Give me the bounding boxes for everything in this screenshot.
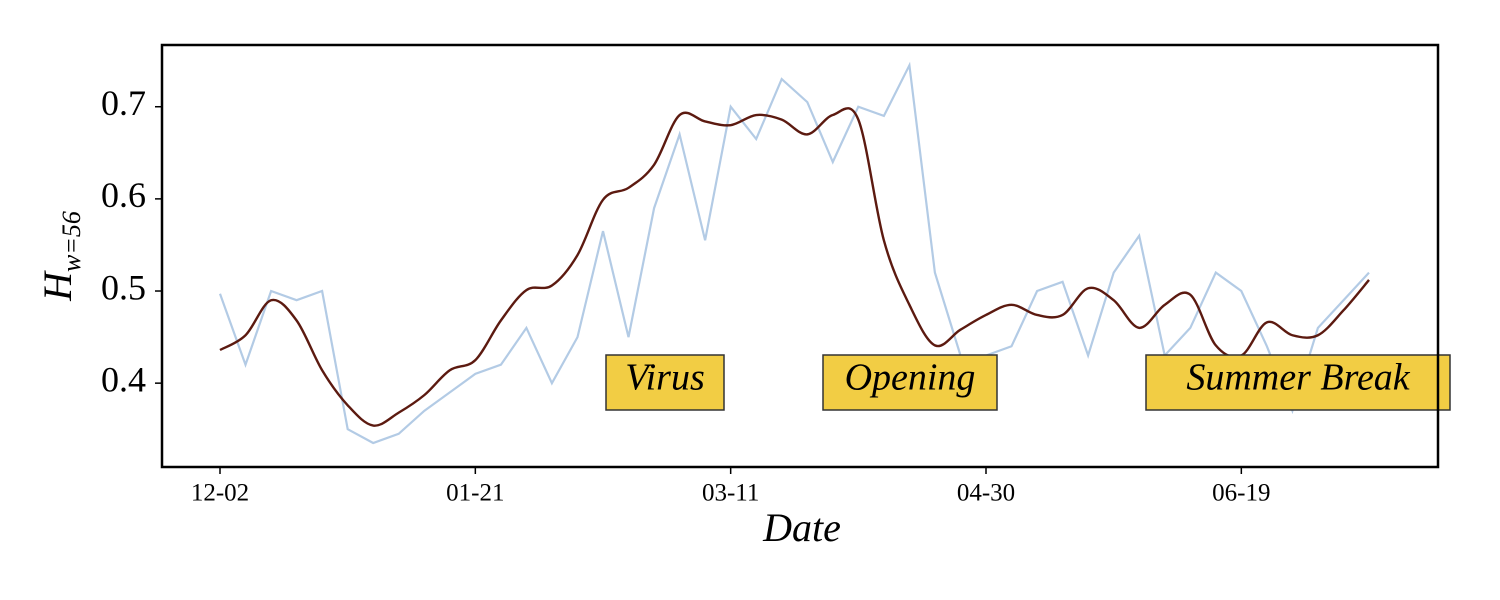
y-tick-label: 0.7 [101, 83, 146, 123]
plot-frame [160, 43, 1440, 469]
y-tick-label: 0.6 [101, 175, 146, 215]
y-axis-label: Hw=56 [35, 211, 86, 302]
y-label-main: H [35, 270, 80, 302]
annotation-box [822, 354, 998, 411]
annotation-text: Virus [625, 357, 705, 399]
x-tick-label: 06-19 [1212, 480, 1270, 507]
line-series [219, 107, 1370, 427]
line-series [218, 61, 1370, 445]
y-axis-label-base: Hw=56 [35, 211, 86, 302]
y-tick-label: 0.5 [101, 267, 146, 307]
annotation-text: Summer Break [1186, 357, 1410, 399]
x-tick-label: 03-11 [702, 480, 759, 507]
annotation-text: Opening [845, 357, 976, 399]
annotation-box [1145, 354, 1451, 411]
x-tick-label: 12-02 [191, 480, 249, 507]
annotation-box [605, 354, 725, 411]
x-tick-label: 04-30 [957, 480, 1015, 507]
y-label-sub: w=56 [57, 211, 86, 272]
y-tick-label: 0.4 [101, 359, 146, 399]
x-tick-label: 01-21 [446, 480, 504, 507]
x-axis-label: Date [762, 505, 841, 550]
